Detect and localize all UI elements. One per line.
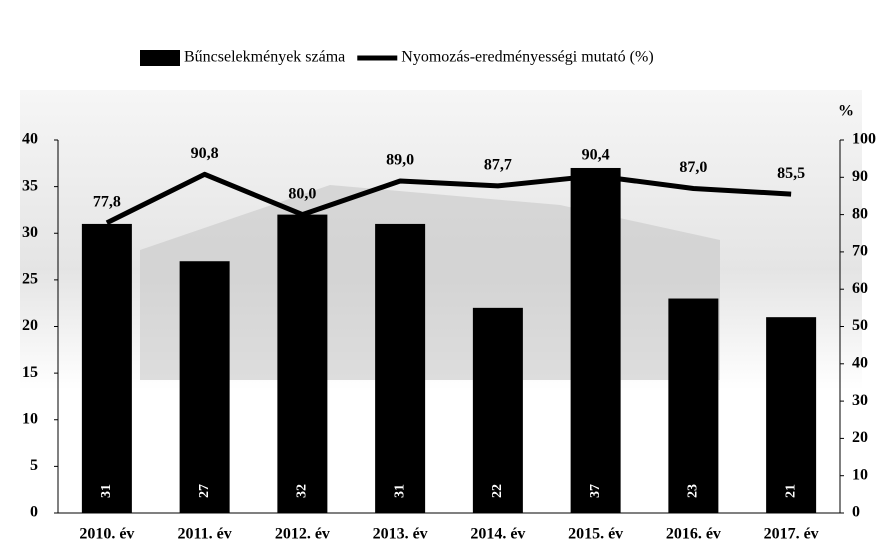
y2-tick-label: 20 [852, 429, 868, 446]
y-tick-label: 25 [22, 271, 38, 288]
line-value-label: 87,7 [484, 157, 512, 174]
bar-value-label: 31 [99, 484, 114, 498]
line-value-label: 90,8 [191, 145, 219, 162]
y2-tick-label: 30 [852, 392, 868, 409]
y2-tick-label: 70 [852, 243, 868, 260]
bar [375, 224, 425, 513]
legend-swatch [140, 50, 180, 66]
bar [277, 215, 327, 513]
y-tick-label: 35 [22, 177, 38, 194]
bar [668, 299, 718, 513]
y2-tick-label: 0 [852, 504, 860, 521]
y-tick-label: 20 [22, 317, 38, 334]
x-tick-label: 2014. év [470, 526, 525, 543]
y2-tick-label: 90 [852, 168, 868, 185]
line-value-label: 80,0 [288, 185, 316, 202]
bar-value-label: 31 [392, 484, 407, 498]
y-tick-label: 15 [22, 364, 38, 381]
legend-label: Bűncselekmények száma [184, 49, 345, 66]
bar-value-label: 22 [490, 484, 505, 498]
y2-axis-title: % [838, 103, 854, 120]
bar-value-label: 21 [783, 484, 798, 498]
y2-tick-label: 60 [852, 280, 868, 297]
x-tick-label: 2010. év [79, 526, 134, 543]
y2-tick-label: 100 [852, 131, 876, 148]
y-tick-label: 40 [22, 131, 38, 148]
y2-tick-label: 10 [852, 466, 868, 483]
line-value-label: 87,0 [679, 159, 707, 176]
chart: % 0 5 10 15 20 25 30 35 40 0 10 20 30 40 50 60 70 80 90 100… [0, 0, 882, 550]
legend-label: Nyomozás-eredményességi mutató (%) [401, 49, 653, 66]
bar [473, 308, 523, 513]
line-value-label: 90,4 [582, 146, 610, 163]
bar-value-label: 37 [588, 484, 603, 498]
y-tick-label: 5 [30, 457, 38, 474]
bar-value-label: 27 [197, 484, 212, 498]
bar [82, 224, 132, 513]
line-value-label: 85,5 [777, 165, 805, 182]
bar [766, 317, 816, 513]
line-value-label: 77,8 [93, 193, 121, 210]
x-tick-label: 2016. év [666, 526, 721, 543]
line-value-label: 89,0 [386, 152, 414, 169]
bar [180, 261, 230, 513]
x-tick-label: 2011. év [178, 526, 232, 543]
bar-value-label: 32 [295, 484, 310, 498]
x-tick-label: 2012. év [275, 526, 330, 543]
y-tick-label: 10 [22, 410, 38, 427]
y-tick-label: 0 [30, 504, 38, 521]
y-tick-label: 30 [22, 224, 38, 241]
x-tick-label: 2017. év [764, 526, 819, 543]
y2-tick-label: 40 [852, 354, 868, 371]
y2-tick-label: 50 [852, 317, 868, 334]
x-tick-label: 2013. év [373, 526, 428, 543]
bar [571, 168, 621, 513]
y2-tick-label: 80 [852, 205, 868, 222]
bar-value-label: 23 [686, 484, 701, 498]
x-tick-label: 2015. év [568, 526, 623, 543]
